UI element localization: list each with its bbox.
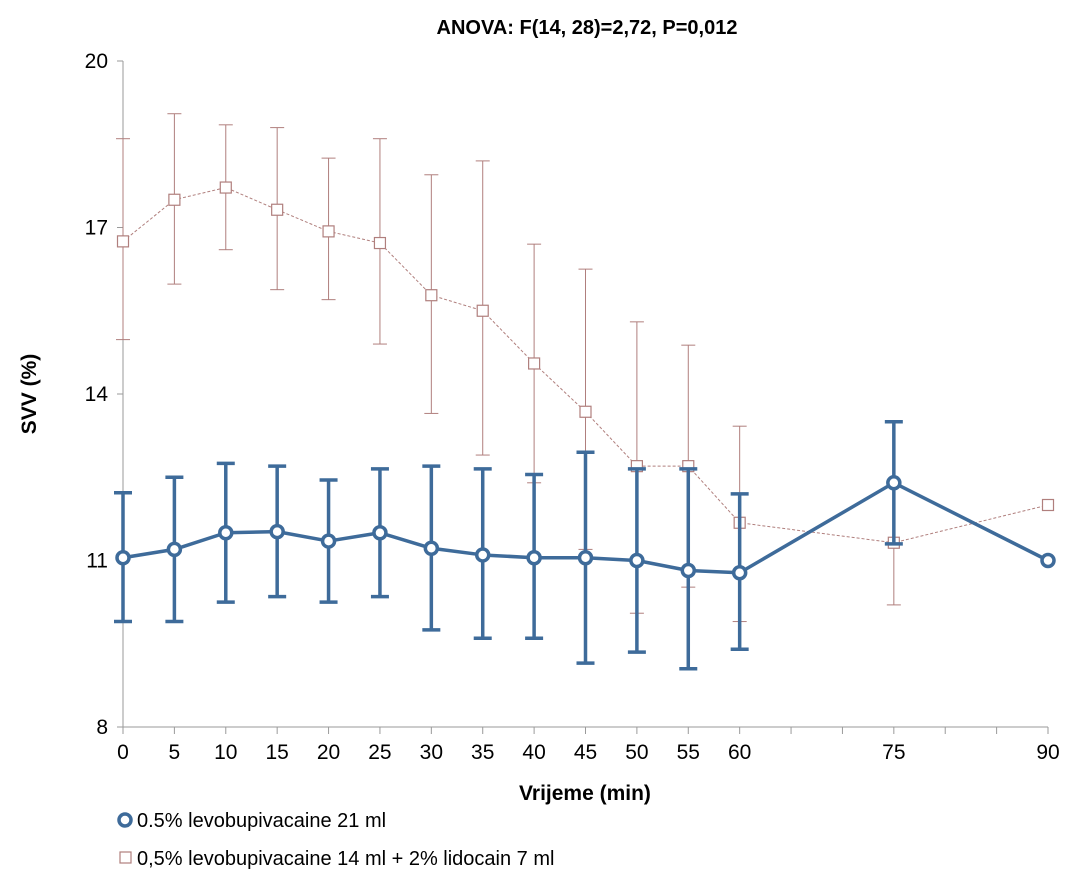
data-point-square — [528, 357, 541, 370]
x-tick-label: 10 — [214, 741, 237, 764]
data-point-square — [219, 181, 232, 194]
data-point-circle — [166, 541, 183, 558]
y-tick-label: 17 — [85, 217, 108, 240]
data-point-circle — [731, 564, 748, 581]
series-square — [116, 113, 1055, 623]
x-tick-label: 90 — [1036, 741, 1059, 764]
y-tick-label: 20 — [85, 50, 108, 73]
legend-label-levobupivacaine-lidocain: 0,5% levobupivacaine 14 ml + 2% lidocain… — [137, 848, 554, 870]
data-point-circle — [423, 540, 440, 557]
data-point-circle — [115, 549, 131, 566]
chart-title: ANOVA: F(14, 28)=2,72, P=0,012 — [437, 17, 738, 39]
x-tick-label: 45 — [574, 741, 597, 764]
data-point-square — [579, 405, 592, 418]
data-point-circle — [218, 525, 234, 541]
y-tick-label: 11 — [86, 550, 108, 573]
x-tick-label: 75 — [882, 741, 905, 764]
x-axis-ticks: 0 5 10 15 20 25 30 35 40 45 50 55 60 75 90 — [117, 727, 1060, 764]
legend-label-levobupivacaine: 0.5% levobupivacaine 21 ml — [137, 810, 386, 832]
x-tick-label: 40 — [522, 741, 545, 764]
data-point-square — [476, 304, 489, 317]
x-tick-label: 30 — [420, 741, 443, 764]
data-point-circle — [577, 549, 594, 566]
data-point-square — [168, 193, 181, 206]
x-tick-label: 35 — [471, 741, 494, 764]
data-point-square — [373, 236, 387, 250]
x-tick-label: 25 — [368, 741, 391, 764]
x-tick-label: 20 — [317, 741, 340, 764]
legend-square-marker — [119, 851, 132, 864]
series-circle — [114, 420, 1056, 671]
data-point-circle — [320, 533, 337, 549]
data-point-circle — [886, 475, 902, 491]
x-axis-title: Vrijeme (min) — [519, 782, 651, 805]
x-tick-label: 15 — [265, 741, 288, 764]
x-tick-label: 55 — [677, 741, 700, 764]
x-tick-label: 50 — [625, 741, 648, 764]
y-tick-label: 8 — [96, 716, 108, 739]
legend-item-levobupivacaine: 0.5% levobupivacaine 21 ml — [117, 810, 386, 832]
y-axis-title: SVV (%) — [18, 354, 41, 435]
data-point-circle — [474, 547, 491, 563]
x-tick-label: 5 — [169, 741, 181, 764]
data-point-square — [425, 289, 438, 302]
legend-circle-marker — [117, 812, 133, 828]
y-tick-label: 14 — [85, 383, 109, 406]
data-point-square — [271, 203, 284, 216]
data-point-circle — [269, 523, 285, 540]
x-tick-label: 0 — [117, 741, 129, 764]
data-point-circle — [680, 562, 697, 579]
data-point-square — [322, 225, 335, 238]
data-point-circle — [526, 549, 542, 566]
x-tick-label: 60 — [728, 741, 751, 764]
y-axis-ticks: 8 11 14 17 20 — [85, 50, 123, 739]
data-point-circle — [1040, 552, 1056, 569]
series-layer — [114, 113, 1056, 671]
legend: 0.5% levobupivacaine 21 ml 0,5% levobupi… — [117, 810, 554, 870]
legend-item-levobupivacaine-lidocain: 0,5% levobupivacaine 14 ml + 2% lidocain… — [119, 848, 554, 870]
data-point-square — [116, 235, 130, 248]
data-point-square — [1041, 498, 1055, 512]
data-point-circle — [372, 525, 388, 541]
data-point-circle — [629, 552, 645, 569]
plot-area: 8 11 14 17 20 0 5 10 15 20 25 30 35 40 45 50 55 60 75 90 — [85, 50, 1060, 764]
